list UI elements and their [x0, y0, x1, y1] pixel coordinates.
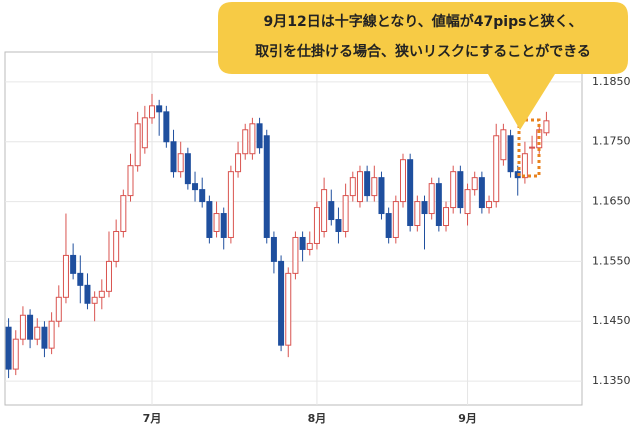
candle-body [113, 230, 120, 262]
candle-body [478, 177, 485, 209]
candle-body [120, 195, 127, 232]
candle-body [12, 338, 19, 370]
candle-body [443, 207, 450, 227]
candle-body [27, 314, 34, 340]
candle-body [163, 111, 170, 143]
candle-body [500, 129, 507, 161]
candle-body [378, 177, 385, 215]
candle-body [184, 153, 191, 185]
candle-body [134, 123, 141, 167]
candle-body [34, 326, 41, 340]
candle-body [62, 254, 69, 298]
candle-body [227, 171, 234, 238]
candle-body [328, 201, 335, 221]
candle-body [235, 153, 242, 173]
candle-body [91, 296, 98, 304]
candle-body [407, 159, 414, 227]
candle-body [220, 213, 227, 238]
candle-body [428, 183, 435, 215]
x-tick-label: 8月 [308, 412, 327, 425]
candle-body [70, 254, 77, 274]
candle-body [263, 135, 270, 238]
candle-body [192, 183, 199, 191]
candle-body [342, 195, 349, 232]
y-tick-label: 1.1650 [592, 195, 631, 208]
candle-body [105, 260, 112, 292]
candle-body [249, 123, 256, 155]
y-tick-label: 1.1450 [592, 314, 631, 327]
candle-body [471, 177, 478, 191]
x-tick-label: 7月 [143, 412, 162, 425]
candle-body [278, 260, 285, 346]
candle-body [385, 213, 392, 238]
x-tick-label: 9月 [458, 412, 477, 425]
candle-body [242, 129, 249, 155]
y-tick-label: 1.1550 [592, 254, 631, 267]
candle-body [450, 171, 457, 209]
candle-body [313, 207, 320, 244]
y-tick-label: 1.1850 [592, 75, 631, 88]
candle-body [5, 326, 12, 370]
candle-body [543, 120, 550, 134]
candle-body [435, 183, 442, 227]
candle-body [98, 290, 105, 298]
candle-body [364, 171, 371, 197]
candle-body [292, 236, 299, 274]
candle-body [335, 219, 342, 232]
candle-body [77, 272, 84, 286]
candle-body [371, 177, 378, 197]
candle-body [199, 189, 206, 203]
candle-body [141, 117, 148, 149]
candle-body [464, 189, 471, 215]
plot-frame [4, 51, 583, 406]
candle-body [306, 242, 313, 250]
callout-text: 取引を仕掛ける場合、狭いリスクにすることができる [255, 43, 591, 60]
candle-body [493, 135, 500, 203]
y-tick-label: 1.1750 [592, 135, 631, 148]
candle-body [392, 201, 399, 238]
candle-body [213, 213, 220, 232]
candle-body [84, 284, 91, 304]
candle-body [285, 272, 292, 346]
candle-body [149, 105, 156, 119]
candle-body [521, 153, 528, 179]
highlight-box [517, 118, 541, 178]
candle-body [48, 320, 55, 349]
candle-body [399, 159, 406, 203]
candle-body [206, 201, 213, 238]
candle-body [270, 236, 277, 262]
candle-body [321, 189, 328, 232]
candle-body [55, 296, 62, 322]
callout [218, 2, 628, 130]
candle-body [170, 141, 177, 173]
candle-body [256, 123, 263, 149]
candle-body [507, 135, 514, 173]
candle-body [19, 314, 26, 340]
candle-body [349, 177, 356, 197]
callout-text: 9月12日は十字線となり、値幅が47pipsと狭く、 [264, 13, 583, 30]
y-tick-label: 1.1350 [592, 374, 631, 387]
candle-body [177, 153, 184, 173]
candle-body [127, 165, 134, 197]
candle-body [414, 201, 421, 227]
candle-body [156, 105, 163, 113]
candle-body [41, 326, 48, 349]
candle-body [299, 236, 306, 250]
candle-body [356, 171, 363, 203]
candle-body [457, 171, 464, 209]
candle-body [486, 201, 493, 209]
candle-body [529, 146, 536, 149]
candle-body [421, 201, 428, 215]
